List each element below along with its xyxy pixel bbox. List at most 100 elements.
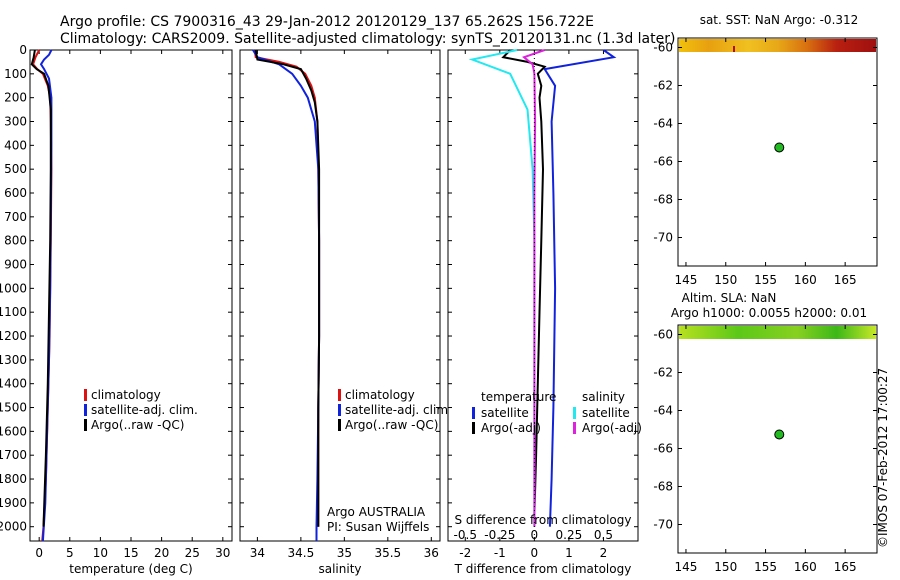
- temperature-ytick-label: 1200: [0, 329, 27, 343]
- temperature-xtick-label: 15: [123, 546, 138, 560]
- difference-profile-panel: -2 -1 0 1 2 T difference from climatology S di…: [447, 49, 642, 576]
- salinity-xtick-label: 35.5: [374, 546, 401, 560]
- temperature-xtick-label: 30: [215, 546, 230, 560]
- sla-map-ytick-label: -60: [653, 328, 673, 342]
- sst-map-ytick-label: -64: [653, 117, 673, 131]
- differences-legend-swatch: [573, 422, 576, 434]
- salinity-xtick-label: 35: [337, 546, 352, 560]
- differences-series-line: [543, 49, 617, 527]
- temperature-ytick-label: 800: [4, 234, 27, 248]
- sst-map-xtick-label: 155: [754, 273, 777, 287]
- temperature-profile-panel: 0 5 10 15 20 25 300100200300400500600700800900…: [0, 43, 233, 576]
- sla-map-ytick-label: -64: [653, 404, 673, 418]
- temperature-legend-swatch: [84, 419, 87, 431]
- differences-xtick-label: -1: [494, 546, 506, 560]
- differences-legend-swatch: [573, 407, 576, 419]
- sla-map-field-band: [679, 326, 876, 339]
- differences-series-line: [521, 49, 546, 527]
- temperature-xtick-label: 0: [35, 546, 43, 560]
- temperature-ytick-label: 1800: [0, 472, 27, 486]
- temperature-xtick-label: 25: [185, 546, 200, 560]
- sla-map-xtick-label: 160: [794, 560, 817, 574]
- differences-s-tick-label: 0.25: [556, 528, 583, 542]
- sla-map-xtick-label: 145: [675, 560, 698, 574]
- salinity-frame: [239, 49, 441, 542]
- sla-map-ytick-label: -70: [653, 518, 673, 532]
- temperature-ytick-label: 1000: [0, 281, 27, 295]
- differences-s-axis-label: S difference from climatology: [455, 513, 632, 527]
- salinity-legend-label: Argo(..raw -QC): [345, 418, 438, 432]
- temperature-ytick-label: 200: [4, 91, 27, 105]
- differences-s-tick-label: -0.5: [454, 528, 477, 542]
- differences-legend-label: satellite: [481, 406, 529, 420]
- differences-frame: [447, 49, 639, 542]
- temperature-ytick-label: 100: [4, 67, 27, 81]
- temperature-xtick-label: 20: [154, 546, 169, 560]
- sst-map-xtick-label: 150: [714, 273, 737, 287]
- sla-map-xtick-label: 165: [834, 560, 857, 574]
- temperature-xlabel: temperature (deg C): [69, 562, 192, 576]
- salinity-xlabel: salinity: [318, 562, 361, 576]
- differences-legend-label: satellite: [582, 406, 630, 420]
- sst-map-ytick-label: -62: [653, 79, 673, 93]
- differences-legend-swatch: [472, 407, 475, 419]
- temperature-ytick-label: 900: [4, 258, 27, 272]
- salinity-legend-swatch: [338, 389, 341, 401]
- temperature-legend-label: satellite-adj. clim.: [91, 403, 198, 417]
- temperature-ytick-label: 1500: [0, 401, 27, 415]
- differences-xtick-label: -2: [459, 546, 471, 560]
- header-line2: Climatology: CARS2009. Satellite-adjuste…: [60, 31, 675, 47]
- sla-map-ytick-label: -62: [653, 366, 673, 380]
- temperature-legend-swatch: [84, 389, 87, 401]
- temperature-ytick-label: 600: [4, 186, 27, 200]
- temperature-ytick-label: 700: [4, 210, 27, 224]
- differences-xtick-label: 0: [531, 546, 539, 560]
- temperature-ytick-label: 1700: [0, 448, 27, 462]
- salinity-legend-label: climatology: [345, 388, 415, 402]
- temperature-ytick-label: 1400: [0, 377, 27, 391]
- sst-map-title: sat. SST: NaN Argo: -0.312: [700, 13, 859, 27]
- sla-map-ytick-label: -66: [653, 442, 673, 456]
- sst-map-field-band: [679, 39, 876, 52]
- temperature-xtick-label: 10: [93, 546, 108, 560]
- salinity-annotation-line2: PI: Susan Wijffels: [327, 520, 429, 534]
- salinity-xtick-label: 34.5: [288, 546, 315, 560]
- header-line1: Argo profile: CS 7900316_43 29-Jan-2012 …: [60, 14, 594, 30]
- sst-map-xtick-label: 160: [794, 273, 817, 287]
- salinity-xtick-label: 36: [424, 546, 439, 560]
- differences-legend-title-temperature: temperature: [481, 390, 556, 404]
- differences-legend-label: Argo(-adj): [582, 421, 642, 435]
- sst-map-ytick-label: -66: [653, 155, 673, 169]
- salinity-legend-swatch: [338, 419, 341, 431]
- sst-map-ytick-label: -60: [653, 41, 673, 55]
- salinity-profile-panel: 34 34.5 35 35.5 36 salinity climatologysatelli…: [239, 49, 452, 576]
- temperature-frame: [29, 49, 233, 542]
- sla-map-subtitle: Argo h1000: 0.0055 h2000: 0.01: [671, 306, 867, 320]
- temperature-ytick-label: 400: [4, 138, 27, 152]
- sst-map-xtick-label: 165: [834, 273, 857, 287]
- differences-s-tick-label: 0: [531, 528, 539, 542]
- salinity-xtick-label: 34: [250, 546, 265, 560]
- sla-map-panel: 145 150 155 160 165 -60 -62 -64 -66 -68 -70 Altim. …: [653, 291, 878, 574]
- sla-map-ytick-label: -68: [653, 480, 673, 494]
- temperature-ytick-label: 0: [19, 43, 27, 57]
- differences-xtick-label: 2: [600, 546, 608, 560]
- differences-legend-swatch: [472, 422, 475, 434]
- salinity-legend-label: satellite-adj. clim.: [345, 403, 452, 417]
- sst-map-ytick-label: -68: [653, 193, 673, 207]
- sla-map-xtick-label: 155: [754, 560, 777, 574]
- sst-map-field-spot: [733, 46, 735, 52]
- sst-map-ytick-label: -70: [653, 231, 673, 245]
- sla-map-argo-marker: [774, 429, 785, 440]
- differences-legend-title-salinity: salinity: [582, 390, 625, 404]
- differences-s-tick-label: -0.25: [484, 528, 515, 542]
- sst-map-xtick-label: 145: [675, 273, 698, 287]
- differences-legend-label: Argo(-adj): [481, 421, 541, 435]
- temperature-ytick-label: 1900: [0, 496, 27, 510]
- differences-s-tick-label: 0.5: [594, 528, 613, 542]
- temperature-series-line: [30, 49, 52, 527]
- salinity-annotation-line1: Argo AUSTRALIA: [327, 505, 426, 519]
- temperature-ytick-label: 300: [4, 115, 27, 129]
- credit-text: ©IMOS 07-Feb-2012 17:00:27: [876, 368, 890, 548]
